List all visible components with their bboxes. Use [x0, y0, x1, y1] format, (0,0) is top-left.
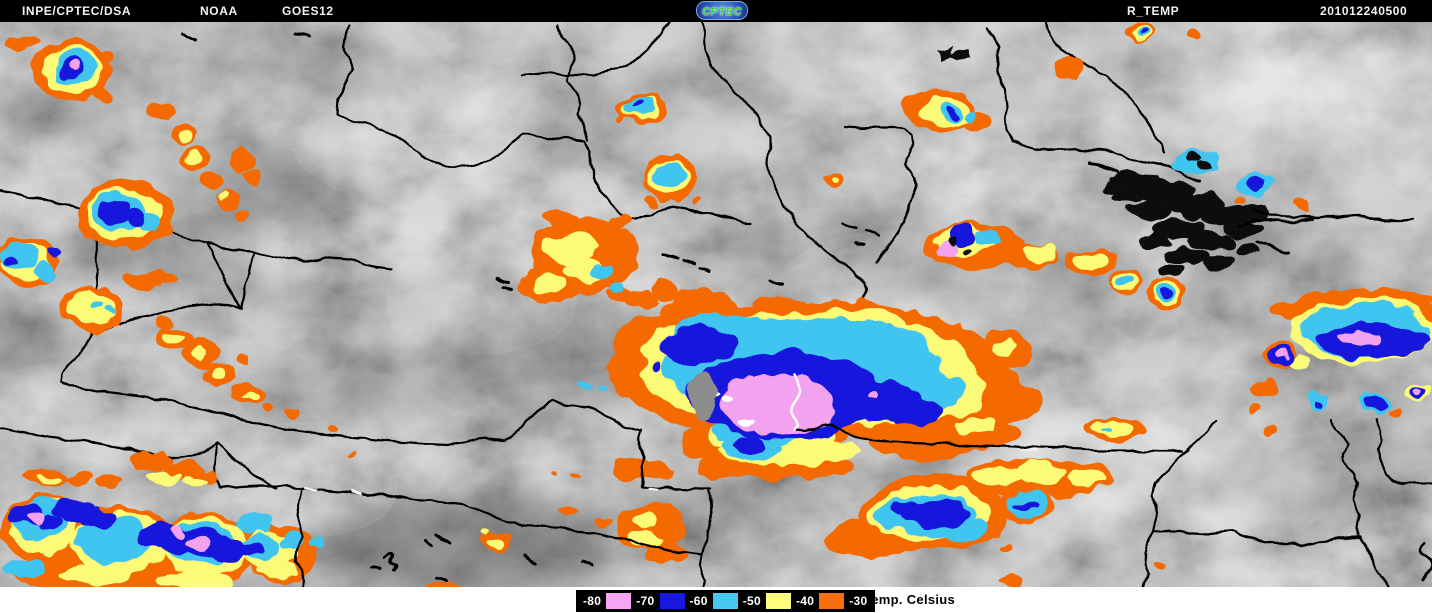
legend-unit-label: Temp. Celsius: [864, 592, 956, 607]
legend-label: -50: [742, 594, 761, 608]
satellite-label: GOES12: [282, 4, 334, 18]
header-bar: INPE/CPTEC/DSA NOAA GOES12 CPTEC R_TEMP …: [0, 0, 1432, 22]
timestamp-label: 201012240500: [1320, 4, 1408, 18]
legend-label: -40: [796, 594, 815, 608]
legend-swatch-orange: [819, 593, 845, 609]
legend-label: -80: [583, 594, 602, 608]
legend-swatch-cyan: [712, 593, 738, 609]
legend-bar-container: -80 -70 -60 -50 -40 -30 Temp. Celsius: [0, 587, 1432, 613]
cptec-logo-text: CPTEC: [702, 6, 742, 18]
legend-swatch-yellow: [766, 593, 791, 609]
legend-label: -70: [636, 594, 655, 608]
network-label: NOAA: [200, 4, 238, 18]
river-black-layer: [938, 45, 1271, 276]
border-lines-over-layer: [181, 31, 1432, 587]
product-label: R_TEMP: [1127, 4, 1180, 18]
temperature-legend: -80 -70 -60 -50 -40 -30: [576, 590, 875, 612]
legend-label: -60: [689, 594, 708, 608]
cptec-logo: CPTEC: [696, 1, 748, 20]
legend-swatch-pink: [606, 593, 632, 609]
legend-label: -30: [849, 594, 868, 608]
agency-label: INPE/CPTEC/DSA: [22, 4, 132, 18]
legend-swatch-blue: [659, 593, 685, 609]
storm-cells-layer: [0, 23, 1432, 587]
